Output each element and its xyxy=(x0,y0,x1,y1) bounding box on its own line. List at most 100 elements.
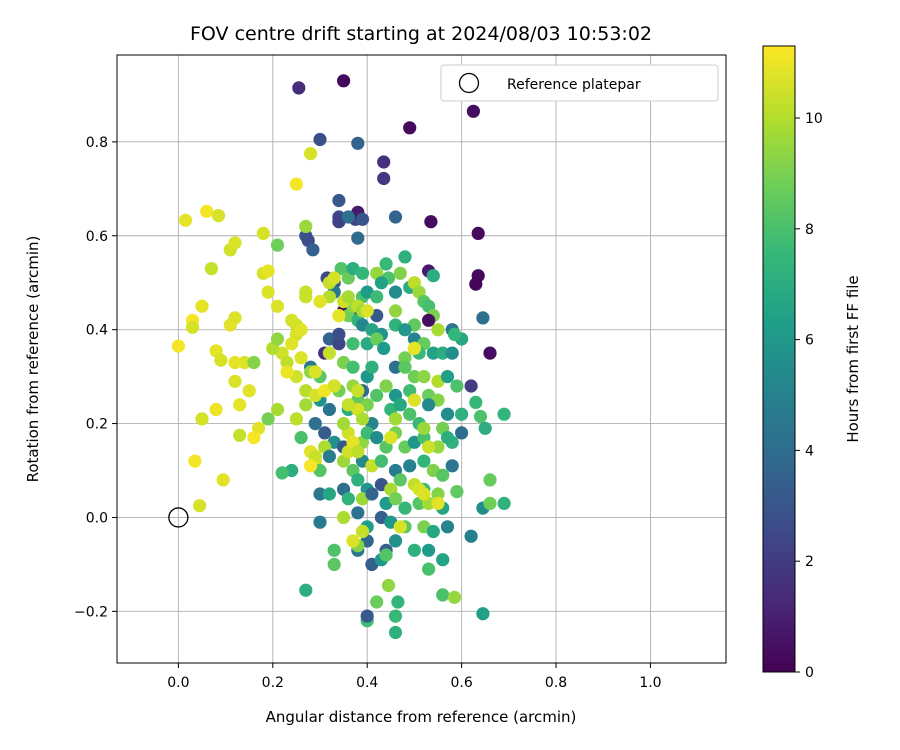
data-point xyxy=(313,515,327,529)
data-point xyxy=(270,299,285,313)
data-point xyxy=(322,346,336,360)
data-point xyxy=(466,104,480,118)
grid-lines xyxy=(117,55,726,663)
data-point xyxy=(379,379,393,393)
data-point xyxy=(417,370,431,384)
data-point xyxy=(334,262,348,276)
colorbar-tick-label: 8 xyxy=(805,222,814,238)
data-point xyxy=(398,250,412,264)
data-point xyxy=(337,74,351,88)
data-point xyxy=(346,360,360,374)
data-point xyxy=(440,407,455,421)
data-point xyxy=(436,553,450,567)
data-point xyxy=(313,294,327,309)
data-point xyxy=(388,412,403,426)
chart-title: FOV centre drift starting at 2024/08/03 … xyxy=(190,23,652,45)
data-point xyxy=(398,351,412,365)
data-point xyxy=(228,311,242,325)
data-point xyxy=(398,501,412,515)
data-point xyxy=(261,264,275,278)
data-point xyxy=(308,417,322,431)
data-point xyxy=(450,379,464,393)
data-point xyxy=(228,236,242,250)
data-point xyxy=(440,370,455,384)
data-point xyxy=(431,323,445,337)
data-point xyxy=(193,499,207,513)
data-point xyxy=(440,431,455,445)
data-point xyxy=(407,341,421,355)
data-point xyxy=(355,524,370,539)
data-point xyxy=(351,445,365,459)
data-point xyxy=(455,407,469,421)
data-point xyxy=(447,327,462,341)
colorbar-tick-label: 0 xyxy=(805,665,814,681)
data-point xyxy=(360,304,374,318)
data-point xyxy=(431,496,445,510)
data-point xyxy=(445,346,459,360)
data-point xyxy=(304,459,318,473)
data-point xyxy=(436,468,450,482)
data-point xyxy=(483,496,497,510)
data-point xyxy=(256,226,270,240)
data-point xyxy=(261,412,275,426)
data-point xyxy=(464,529,478,543)
data-points xyxy=(168,74,511,640)
data-point xyxy=(304,147,318,161)
data-point xyxy=(374,276,388,290)
data-point xyxy=(322,449,336,463)
x-tick-label: 0.0 xyxy=(167,675,189,691)
data-point xyxy=(294,323,308,337)
data-point xyxy=(204,262,218,276)
data-point xyxy=(285,337,299,351)
data-point xyxy=(476,607,490,621)
plot-frame xyxy=(116,54,727,664)
data-point xyxy=(195,299,209,313)
data-point xyxy=(388,534,403,548)
data-point xyxy=(407,393,421,407)
data-point xyxy=(365,360,379,374)
data-point xyxy=(346,534,360,548)
data-point xyxy=(280,355,294,370)
data-point xyxy=(332,193,346,208)
data-point xyxy=(185,320,200,334)
data-point xyxy=(332,327,346,341)
data-point xyxy=(417,421,431,435)
data-point xyxy=(337,417,351,431)
data-point xyxy=(237,355,252,370)
y-tick-label: 0.4 xyxy=(86,323,108,339)
y-axis-label: Rotation from reference (arcmin) xyxy=(24,236,42,483)
data-point xyxy=(209,402,223,417)
data-point xyxy=(332,337,346,351)
data-point xyxy=(318,426,332,440)
data-point xyxy=(294,431,308,445)
data-point xyxy=(445,459,459,473)
data-point xyxy=(436,346,450,360)
data-point xyxy=(327,557,341,572)
data-point xyxy=(384,431,398,445)
data-point xyxy=(379,257,393,271)
x-tick-label: 0.8 xyxy=(545,675,567,691)
data-point xyxy=(455,426,469,440)
data-point xyxy=(473,409,488,424)
data-point xyxy=(417,487,431,501)
data-point xyxy=(188,454,202,468)
data-point xyxy=(346,337,360,351)
colorbar-tick-label: 10 xyxy=(805,111,823,127)
data-point xyxy=(351,231,365,245)
data-point xyxy=(370,332,384,346)
x-tick-label: 0.2 xyxy=(262,675,284,691)
data-point xyxy=(388,285,403,299)
data-point xyxy=(370,595,384,609)
data-point xyxy=(355,266,370,280)
data-point xyxy=(381,578,396,593)
data-point xyxy=(285,313,299,327)
data-point xyxy=(327,271,341,285)
data-point xyxy=(440,520,455,534)
data-point xyxy=(270,238,285,252)
legend-box xyxy=(440,64,719,102)
colorbar: 0 2 4 6 8 10 Hours from first FF file xyxy=(762,45,862,681)
data-point xyxy=(374,454,388,468)
data-point xyxy=(426,524,440,539)
data-point xyxy=(351,506,365,520)
